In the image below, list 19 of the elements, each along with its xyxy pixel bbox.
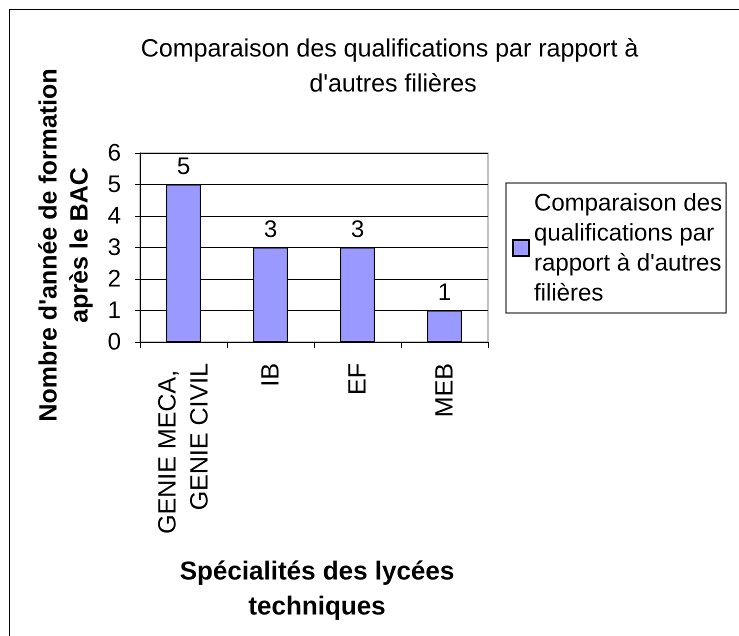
x-tick-label: MEB <box>430 363 458 418</box>
legend-label: Comparaison des qualifications par rapport à d'autres filières <box>534 190 722 306</box>
y-tick-label: 3 <box>108 234 121 261</box>
y-axis-title: Nombre d'année de formation après le BAC <box>34 68 94 422</box>
data-label: 1 <box>438 279 452 306</box>
y-tick-label: 5 <box>108 171 121 198</box>
y-tick-label: 4 <box>108 202 121 230</box>
data-label: 3 <box>350 216 364 243</box>
y-tick-label: 1 <box>108 297 121 324</box>
chart-title: Comparaison des qualifications par rapport à d'autres filières <box>140 34 646 98</box>
x-tick-label: EF <box>344 363 372 395</box>
x-axis-title: Spécialités des lycées techniques <box>180 556 454 620</box>
x-tick-label: GENIE MECA, GENIE CIVIL <box>154 362 214 534</box>
x-tick-label: IB <box>256 363 284 387</box>
y-tick-label: 6 <box>108 140 121 166</box>
data-label: 3 <box>264 216 278 243</box>
data-label: 5 <box>176 153 190 180</box>
y-tick-label: 0 <box>108 328 121 356</box>
y-tick-label: 2 <box>108 266 121 292</box>
